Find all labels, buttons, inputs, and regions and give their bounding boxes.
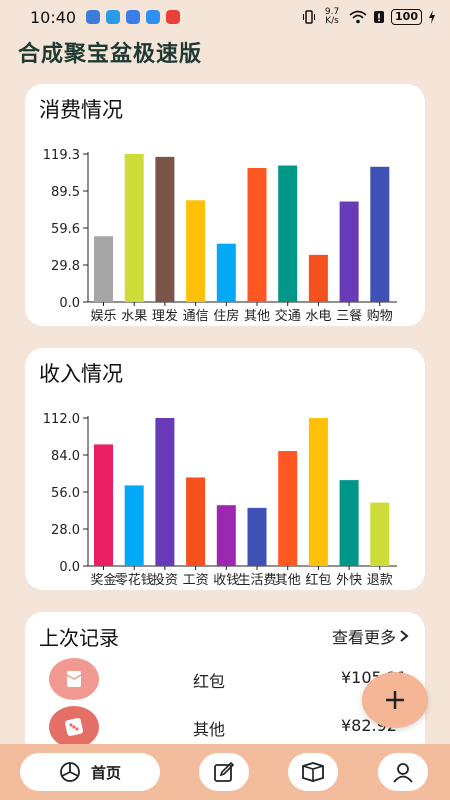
vibrate-icon bbox=[303, 10, 316, 24]
bar bbox=[124, 154, 144, 302]
nav-home-button[interactable]: 首页 bbox=[20, 753, 160, 791]
bar bbox=[186, 477, 206, 566]
spending-title: 消费情况 bbox=[39, 98, 123, 122]
status-bar: 10:40 9.7 K/s 100 bbox=[0, 0, 450, 34]
x-tick-label: 收钱 bbox=[213, 573, 239, 588]
bar bbox=[308, 254, 328, 302]
spending-chart: 0.0 29.8 59.6 89.5 119.3 娱乐 水果 理发 通信 住房 其他 交通 水电 三餐 购物 bbox=[43, 148, 397, 324]
x-tick-label: 娱乐 bbox=[90, 309, 116, 324]
nav-edit-button[interactable] bbox=[199, 753, 249, 791]
bar bbox=[247, 507, 267, 566]
x-tick-label: 通信 bbox=[183, 309, 209, 324]
bar bbox=[278, 165, 298, 302]
bar bbox=[370, 502, 390, 566]
x-tick-label: 理发 bbox=[152, 308, 178, 324]
bar bbox=[155, 418, 175, 566]
bar bbox=[94, 444, 113, 566]
y-tick-label: 89.5 bbox=[51, 185, 80, 200]
x-tick-label: 交通 bbox=[275, 308, 301, 324]
x-tick-label: 其他 bbox=[244, 309, 270, 324]
bar bbox=[339, 201, 359, 302]
y-tick-label: 28.0 bbox=[51, 523, 80, 538]
shield-app-icon bbox=[126, 10, 141, 24]
y-tick-label: 112.0 bbox=[43, 412, 80, 427]
search-app-icon bbox=[146, 10, 161, 24]
app-title: 合成聚宝盆极速版 bbox=[18, 42, 203, 67]
x-tick-label: 三餐 bbox=[336, 308, 362, 324]
x-tick-label: 住房 bbox=[213, 308, 239, 324]
record-item[interactable]: 其他 ¥82.92 bbox=[25, 706, 425, 750]
bar bbox=[155, 156, 175, 302]
plus-icon bbox=[386, 691, 404, 709]
y-tick-label: 56.0 bbox=[51, 486, 80, 501]
edit-icon bbox=[214, 761, 235, 782]
view-more-link[interactable]: 查看更多 bbox=[332, 624, 409, 648]
nav-book-button[interactable] bbox=[288, 753, 338, 791]
x-tick-label: 其他 bbox=[275, 573, 301, 588]
y-tick-label: 84.0 bbox=[51, 449, 80, 464]
net-speed: 9.7 K/s bbox=[324, 7, 340, 26]
wifi-icon bbox=[349, 10, 367, 24]
bar bbox=[339, 480, 359, 566]
pie-chart-icon bbox=[60, 762, 80, 782]
status-left: 10:40 bbox=[30, 7, 181, 27]
dice-icon bbox=[49, 706, 99, 748]
bar bbox=[186, 200, 206, 302]
nav-home-label: 首页 bbox=[90, 763, 121, 782]
chevron-right-icon bbox=[400, 630, 409, 642]
income-title: 收入情况 bbox=[39, 362, 123, 386]
y-tick-label: 0.0 bbox=[59, 560, 80, 575]
x-tick-label: 奖金 bbox=[90, 572, 116, 588]
x-tick-label: 生活费 bbox=[237, 573, 276, 588]
x-tick-label: 购物 bbox=[367, 308, 393, 324]
x-tick-label: 工资 bbox=[183, 573, 209, 588]
y-tick-label: 0.0 bbox=[59, 296, 80, 311]
sim-alert-icon bbox=[374, 11, 385, 23]
battery-level: 100 bbox=[391, 9, 422, 25]
x-tick-label: 投资 bbox=[152, 572, 178, 588]
bar bbox=[216, 505, 236, 566]
x-tick-label: 零花钱 bbox=[115, 572, 154, 588]
record-name: 红包 bbox=[193, 672, 226, 691]
user-icon bbox=[393, 763, 413, 783]
add-record-button[interactable] bbox=[362, 672, 428, 728]
red-envelope-icon bbox=[49, 658, 99, 700]
x-tick-label: 水电 bbox=[305, 309, 331, 324]
status-time: 10:40 bbox=[30, 7, 77, 27]
bar bbox=[94, 236, 113, 302]
record-name: 其他 bbox=[193, 720, 226, 739]
bar bbox=[278, 451, 298, 566]
bar bbox=[216, 243, 236, 302]
nav-user-button[interactable] bbox=[378, 753, 428, 791]
y-tick-label: 29.8 bbox=[51, 259, 80, 274]
bottom-nav: 首页 bbox=[0, 744, 450, 800]
income-card: 收入情况 0.0 28.0 56.0 84.0 112.0 奖金 零花钱 投资 工资 收钱 生活费其… bbox=[25, 348, 425, 590]
y-tick-label: 119.3 bbox=[43, 148, 80, 163]
app-notification-icon bbox=[106, 10, 121, 24]
x-tick-label: 水果 bbox=[121, 309, 147, 324]
status-right: 9.7 K/s 100 bbox=[303, 8, 436, 26]
bar bbox=[370, 166, 390, 302]
spending-card: 消费情况 0.0 29.8 59.6 89.5 119.3 娱乐 水果 理发 通信 住房 其他 交通水… bbox=[25, 84, 425, 326]
bar bbox=[247, 168, 267, 302]
bar bbox=[124, 485, 144, 566]
y-tick-label: 59.6 bbox=[51, 222, 80, 237]
app-notification-icon bbox=[86, 10, 101, 24]
x-tick-label: 红包 bbox=[305, 572, 331, 588]
app-notification-icon bbox=[166, 10, 181, 24]
charging-icon bbox=[429, 10, 435, 24]
bar bbox=[308, 418, 328, 566]
x-tick-label: 外快 bbox=[336, 573, 362, 588]
x-tick-label: 退款 bbox=[367, 573, 393, 588]
view-more-label: 查看更多 bbox=[331, 628, 396, 647]
records-title: 上次记录 bbox=[39, 626, 119, 650]
book-icon bbox=[302, 762, 324, 782]
